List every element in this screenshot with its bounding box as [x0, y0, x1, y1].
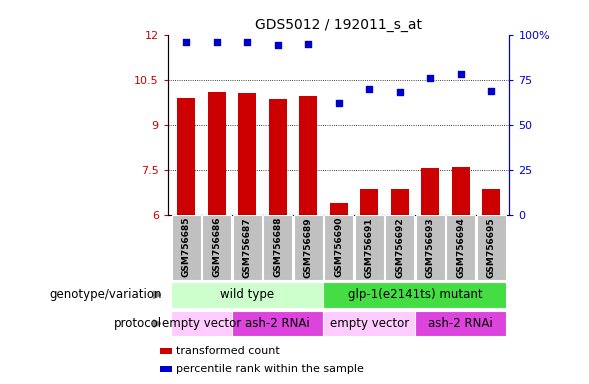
Text: GSM756686: GSM756686	[212, 217, 221, 278]
Bar	[177, 98, 196, 215]
Bar	[202, 215, 231, 280]
Point	[243, 39, 252, 45]
Bar	[446, 215, 475, 280]
Bar	[324, 215, 353, 280]
Text: ash-2 RNAi: ash-2 RNAi	[245, 317, 310, 330]
Text: GSM756691: GSM756691	[365, 217, 373, 278]
Text: empty vector: empty vector	[330, 317, 409, 330]
Bar	[293, 215, 323, 280]
Bar	[160, 348, 172, 354]
Text: genotype/variation: genotype/variation	[49, 288, 162, 301]
Bar	[323, 282, 507, 308]
Text: percentile rank within the sample: percentile rank within the sample	[176, 364, 363, 374]
Point	[456, 71, 465, 77]
Bar	[329, 203, 348, 215]
Text: transformed count: transformed count	[176, 346, 279, 356]
Text: GSM756694: GSM756694	[456, 217, 465, 278]
Text: protocol: protocol	[114, 317, 162, 330]
Bar	[299, 96, 317, 215]
Bar	[269, 99, 287, 215]
Point	[334, 100, 343, 106]
Text: GSM756689: GSM756689	[304, 217, 313, 278]
Bar	[238, 93, 256, 215]
Bar	[415, 215, 445, 280]
Text: GSM756692: GSM756692	[395, 217, 404, 278]
Bar	[171, 311, 232, 336]
Text: GSM756688: GSM756688	[273, 217, 282, 278]
Bar	[355, 215, 384, 280]
Bar	[482, 189, 500, 215]
Bar	[477, 215, 506, 280]
Bar	[232, 311, 323, 336]
Text: GSM756690: GSM756690	[334, 217, 343, 278]
Point	[365, 86, 374, 92]
Text: GSM756687: GSM756687	[243, 217, 252, 278]
Point	[487, 88, 496, 94]
Bar	[360, 189, 378, 215]
Bar	[263, 215, 292, 280]
Bar	[385, 215, 414, 280]
Title: GDS5012 / 192011_s_at: GDS5012 / 192011_s_at	[255, 18, 422, 32]
Text: GSM756695: GSM756695	[487, 217, 496, 278]
Text: glp-1(e2141ts) mutant: glp-1(e2141ts) mutant	[348, 288, 482, 301]
Point	[303, 41, 313, 47]
Bar	[415, 311, 507, 336]
Text: wild type: wild type	[220, 288, 274, 301]
Bar	[171, 282, 323, 308]
Bar	[323, 311, 415, 336]
Bar	[171, 215, 201, 280]
Text: GSM756685: GSM756685	[181, 217, 191, 278]
Text: GSM756693: GSM756693	[426, 217, 435, 278]
Point	[395, 89, 405, 95]
Point	[212, 39, 221, 45]
Point	[425, 75, 435, 81]
Bar	[452, 167, 470, 215]
Bar	[233, 215, 262, 280]
Point	[273, 42, 282, 48]
Point	[181, 39, 191, 45]
Bar	[160, 366, 172, 372]
Text: ash-2 RNAi: ash-2 RNAi	[428, 317, 493, 330]
Bar	[207, 92, 226, 215]
Bar	[391, 189, 409, 215]
Text: empty vector: empty vector	[162, 317, 241, 330]
Bar	[421, 169, 439, 215]
